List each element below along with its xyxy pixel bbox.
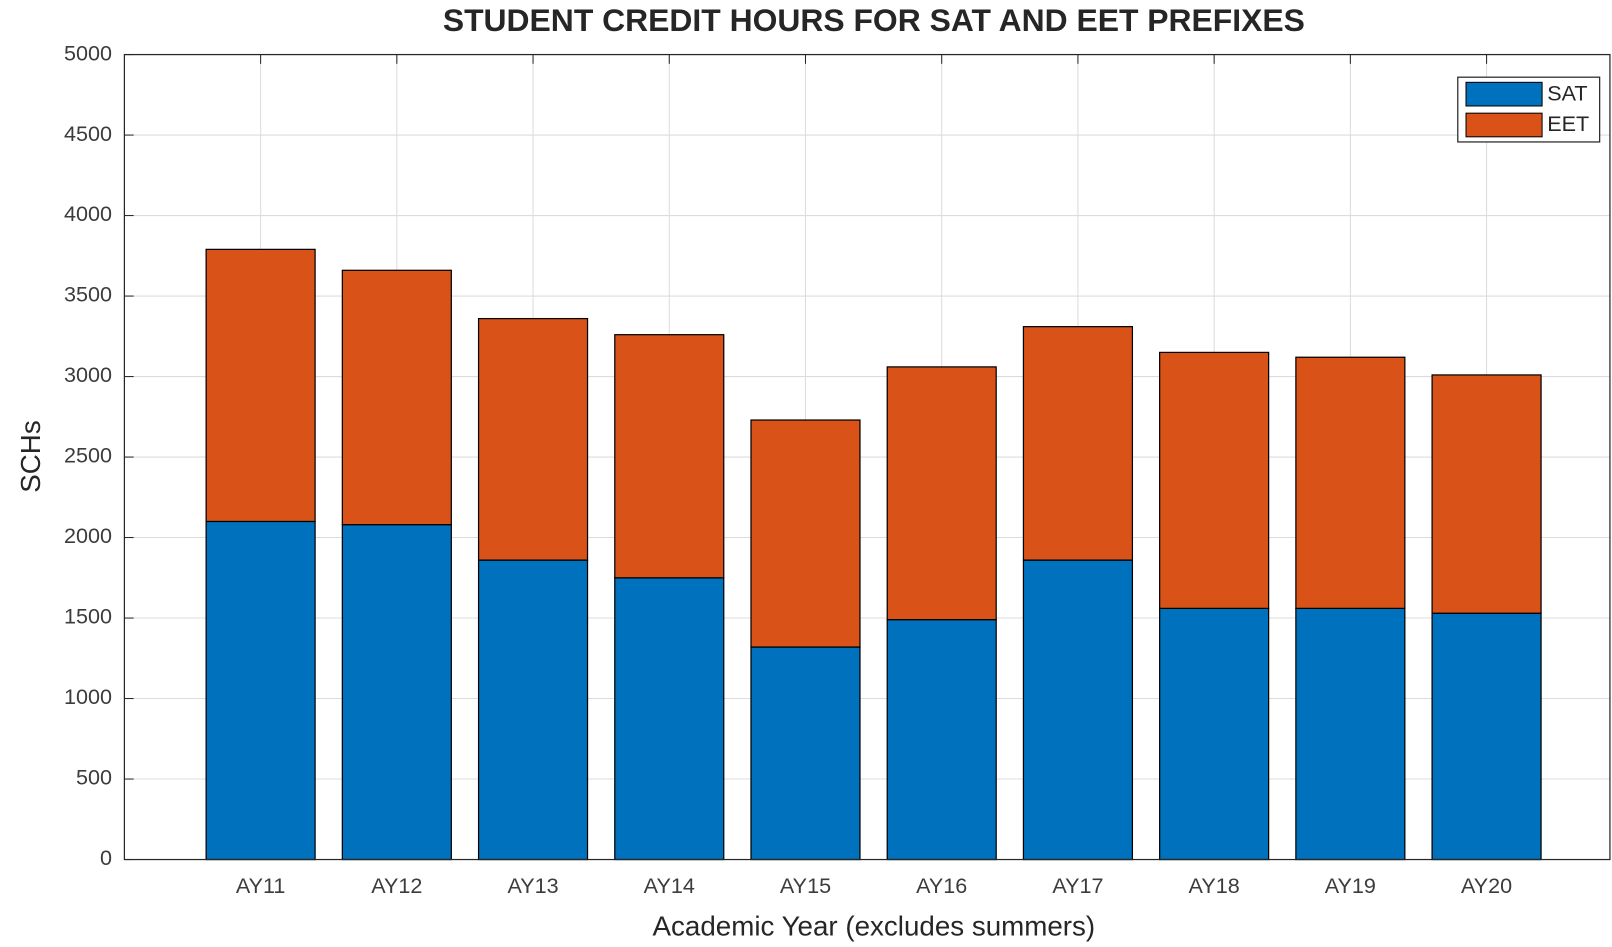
y-tick-label: 2000 (64, 523, 112, 548)
bar-segment (886, 619, 997, 861)
bar-segment (1022, 326, 1134, 561)
y-tick-label: 500 (76, 765, 112, 790)
x-tick-label: AY12 (371, 873, 422, 898)
x-tick-label: AY13 (507, 873, 558, 898)
x-tick-label: AY11 (236, 873, 286, 898)
y-tick-label: 3500 (64, 282, 112, 307)
x-tick-label: AY20 (1461, 873, 1512, 898)
bar-segment (614, 334, 725, 579)
y-tick-label: 2500 (64, 443, 112, 468)
plot-frame (123, 53, 1611, 861)
y-tick-label: 3000 (64, 362, 112, 387)
bar-segment (614, 577, 725, 861)
bar-segment (750, 419, 861, 648)
legend-label: SAT (1547, 80, 1587, 105)
y-tick-label: 1500 (64, 604, 112, 629)
y-tick-label: 1000 (64, 684, 112, 709)
chart-title: STUDENT CREDIT HOURS FOR SAT AND EET PRE… (443, 2, 1305, 38)
legend-label: EET (1547, 111, 1589, 136)
bar-segment (1022, 559, 1134, 861)
bar-segment (1431, 612, 1542, 861)
x-tick-label: AY19 (1325, 873, 1376, 898)
bar-segment (1295, 607, 1406, 861)
x-tick-label: AY15 (780, 873, 831, 898)
x-tick-label: AY16 (916, 873, 967, 898)
bar-segment (341, 524, 452, 861)
bar-segment (477, 559, 589, 861)
x-axis-label: Academic Year (excludes summers) (653, 911, 1096, 942)
y-tick-label: 4500 (64, 121, 112, 146)
bar-segment (341, 269, 452, 526)
y-tick-label: 5000 (64, 40, 112, 65)
legend-swatch (1465, 112, 1543, 138)
x-tick-label: AY18 (1189, 873, 1240, 898)
x-tick-label: AY17 (1052, 873, 1103, 898)
y-tick-label: 4000 (64, 201, 112, 226)
bar-segment (886, 366, 997, 621)
bar-segment (1159, 607, 1270, 861)
x-tick-label: AY14 (644, 873, 695, 898)
bar-segment (750, 646, 861, 861)
bar-segment (205, 520, 316, 861)
bar-segment (477, 317, 589, 561)
bar-segment (205, 248, 316, 523)
legend-swatch (1465, 81, 1543, 107)
y-axis-label: SCHs (15, 420, 46, 492)
bar-segment (1295, 356, 1406, 610)
bar-segment (1431, 374, 1542, 614)
y-tick-label: 0 (100, 845, 112, 870)
bar-segment (1159, 351, 1270, 610)
